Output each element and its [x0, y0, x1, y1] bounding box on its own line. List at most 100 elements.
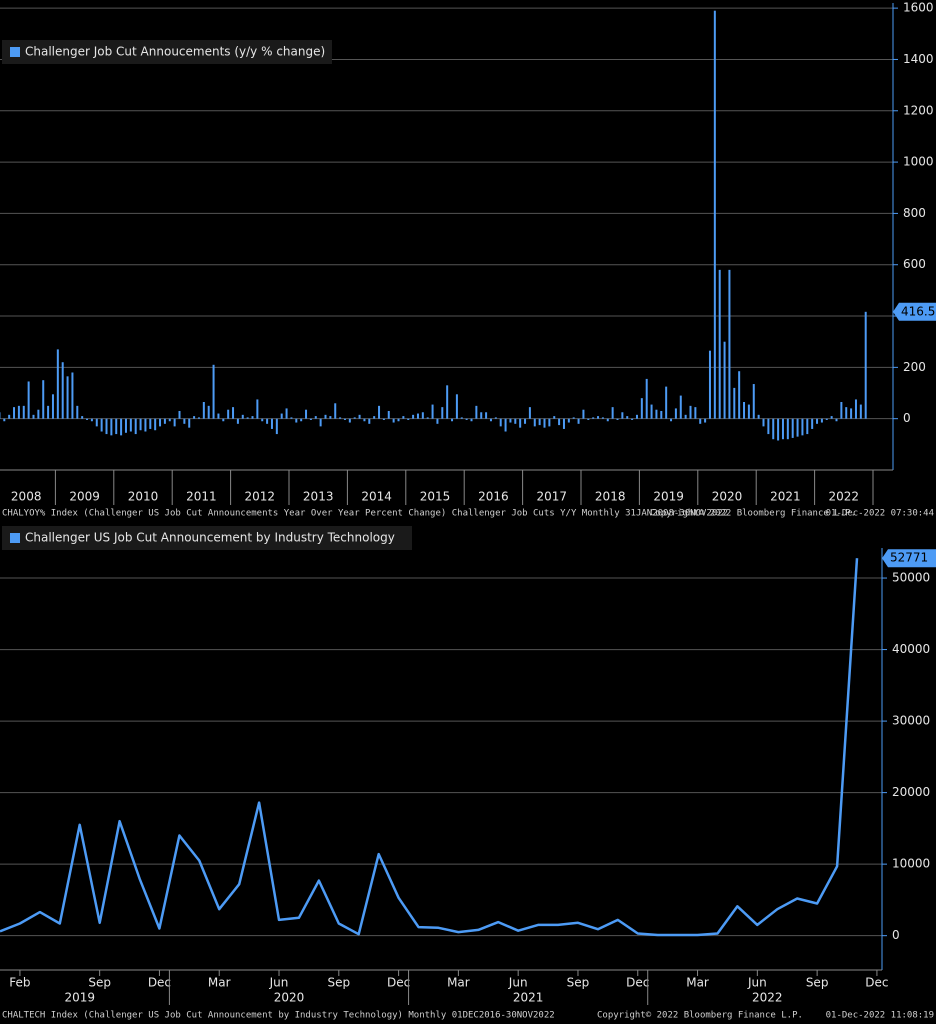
- bar: [655, 409, 658, 419]
- bar: [300, 418, 303, 422]
- bar: [37, 409, 40, 419]
- bar: [845, 407, 848, 419]
- bar: [51, 394, 54, 419]
- bar: [8, 414, 11, 419]
- x-tick-label: Sep: [567, 976, 590, 990]
- bar: [728, 269, 731, 419]
- bar: [173, 418, 176, 427]
- bar: [217, 413, 220, 419]
- bar: [747, 404, 750, 419]
- x-tick-label: Sep: [327, 976, 350, 990]
- y-tick-label: 200: [903, 360, 926, 374]
- legend-label: Challenger Job Cut Annoucements (y/y % c…: [25, 45, 325, 59]
- bar: [95, 418, 98, 427]
- bar: [631, 418, 634, 420]
- year-label: 2020: [274, 991, 305, 1005]
- bar: [47, 405, 50, 419]
- y-tick-label: 10000: [892, 857, 930, 871]
- bar: [514, 418, 517, 424]
- x-tick-label: Jun: [508, 976, 528, 990]
- last-value-box: [882, 549, 936, 568]
- bar: [772, 418, 775, 440]
- bar: [708, 350, 711, 419]
- x-tick-label: 2021: [770, 490, 801, 504]
- bar: [524, 418, 527, 424]
- bar: [86, 418, 89, 420]
- bar: [22, 405, 25, 419]
- bar: [110, 418, 113, 436]
- legend-swatch: [10, 533, 20, 543]
- bar: [582, 409, 585, 419]
- bar: [743, 402, 746, 419]
- bar: [339, 417, 342, 419]
- bar: [42, 380, 45, 419]
- x-tick-label: 2010: [128, 490, 159, 504]
- bar: [387, 410, 390, 419]
- x-tick-label: Dec: [626, 976, 649, 990]
- bar: [358, 414, 361, 419]
- bar: [431, 404, 434, 419]
- bar: [811, 418, 814, 429]
- bar: [105, 418, 108, 435]
- bar: [348, 418, 351, 423]
- x-tick-label: Sep: [88, 976, 111, 990]
- bar: [820, 418, 823, 423]
- year-label: 2019: [64, 991, 95, 1005]
- bar: [562, 418, 565, 429]
- bar: [825, 418, 828, 420]
- bar: [704, 418, 707, 423]
- bar: [840, 402, 843, 419]
- y-tick-label: 600: [903, 257, 926, 271]
- bar: [548, 418, 551, 427]
- bar: [168, 418, 171, 422]
- bar: [455, 394, 458, 419]
- bar: [592, 417, 595, 419]
- footer-timestamp: 01-Dec-2022 07:30:44: [826, 509, 934, 519]
- bar: [412, 414, 415, 419]
- bar: [13, 407, 16, 419]
- bar: [553, 416, 556, 419]
- bar: [363, 418, 366, 422]
- bar: [188, 418, 191, 428]
- bar: [290, 417, 293, 419]
- x-tick-label: Jun: [747, 976, 767, 990]
- bar: [830, 416, 833, 419]
- bar: [558, 418, 561, 426]
- bar: [446, 385, 449, 419]
- bar: [436, 418, 439, 424]
- y-tick-label: 30000: [892, 714, 930, 728]
- last-value-label: 52771: [890, 551, 928, 565]
- bar: [509, 418, 512, 423]
- bar: [489, 418, 492, 422]
- x-tick-label: 2015: [420, 490, 451, 504]
- bar: [246, 417, 249, 419]
- bar: [441, 407, 444, 419]
- x-tick-label: 2020: [712, 490, 743, 504]
- bar: [640, 398, 643, 419]
- legend-label: Challenger US Job Cut Announcement by In…: [25, 531, 395, 545]
- bar: [144, 418, 147, 432]
- bar: [635, 414, 638, 419]
- y-tick-label: 800: [903, 206, 926, 220]
- y-tick-label: 0: [892, 928, 900, 942]
- bar: [645, 378, 648, 419]
- bar: [757, 414, 760, 419]
- bar: [90, 418, 93, 422]
- y-tick-label: 40000: [892, 642, 930, 656]
- bar: [519, 418, 522, 428]
- x-tick-label: 2014: [361, 490, 392, 504]
- bar: [674, 408, 677, 419]
- bar: [56, 349, 59, 419]
- bar: [197, 417, 200, 419]
- bar: [378, 405, 381, 419]
- x-tick-label: Mar: [208, 976, 231, 990]
- bar: [115, 418, 118, 435]
- bar: [854, 399, 857, 419]
- bar: [183, 418, 186, 424]
- x-tick-label: 2012: [245, 490, 276, 504]
- bar: [626, 416, 629, 419]
- x-tick-label: 2008: [11, 490, 42, 504]
- bar: [397, 418, 400, 422]
- bar: [660, 410, 663, 419]
